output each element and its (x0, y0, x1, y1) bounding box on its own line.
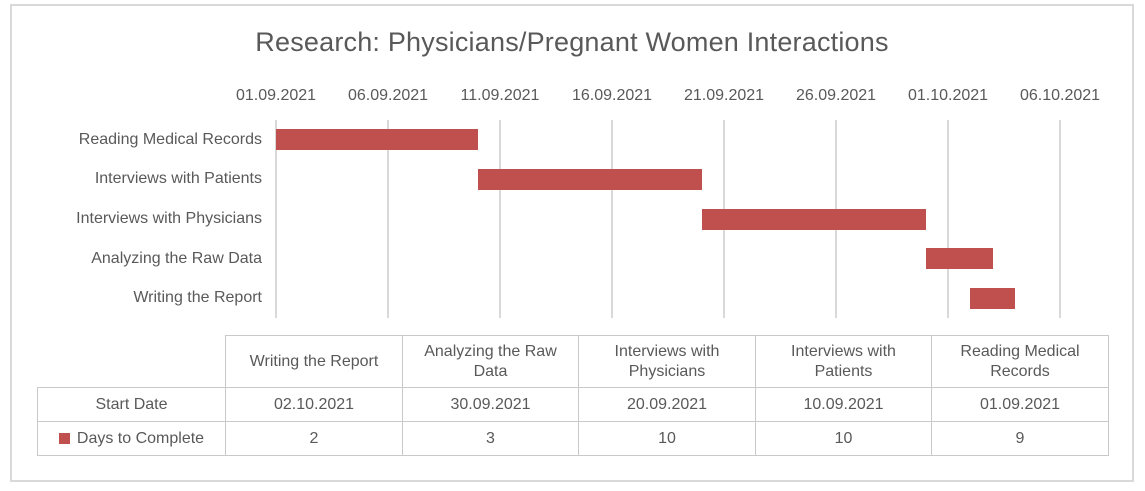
table-row-label: Days to Complete (37, 421, 226, 456)
table-cell: 3 (402, 421, 579, 456)
gridline (611, 120, 613, 318)
gridline (499, 120, 501, 318)
legend-key-icon (58, 432, 70, 444)
table-cell: 2 (225, 421, 403, 456)
table-cell: 10 (578, 421, 756, 456)
gridline (947, 120, 949, 318)
table-cell: 02.10.2021 (225, 387, 403, 422)
table-cell: 01.09.2021 (931, 387, 1109, 422)
table-cell: 9 (931, 421, 1109, 456)
gantt-bar (925, 248, 993, 270)
table-column-header: Writing the Report (225, 335, 403, 388)
gridline (387, 120, 389, 318)
x-axis-tick-label: 16.09.2021 (571, 87, 653, 104)
gantt-bar (276, 129, 478, 151)
category-label: Interviews with Physicians (76, 210, 262, 227)
gantt-bar (477, 168, 702, 190)
x-axis-tick-label: 01.09.2021 (235, 87, 317, 104)
table-column-header: Interviews with Physicians (578, 335, 756, 388)
x-axis-tick-label: 06.09.2021 (347, 87, 429, 104)
gantt-bar (701, 208, 926, 230)
table-cell: 20.09.2021 (578, 387, 756, 422)
gantt-bar (970, 287, 1016, 309)
category-label: Reading Medical Records (78, 130, 262, 148)
category-label: Writing the Report (133, 289, 262, 307)
x-axis-tick-label: 21.09.2021 (683, 87, 765, 104)
table-cell: 30.09.2021 (402, 387, 579, 422)
category-label: Interviews with Patients (94, 170, 262, 188)
table-cell: 10.09.2021 (755, 387, 932, 422)
x-axis-tick-label: 26.09.2021 (795, 87, 877, 104)
table-cell: 10 (755, 421, 932, 456)
gridline (1059, 120, 1061, 318)
x-axis-tick-label: 01.10.2021 (907, 87, 989, 104)
gridline (275, 120, 277, 318)
table-row-label: Start Date (37, 387, 226, 422)
table-row-label-text: Start Date (95, 395, 168, 413)
table-column-header: Analyzing the Raw Data (402, 335, 579, 388)
table-column-header: Reading Medical Records (931, 335, 1109, 388)
chart-title: Research: Physicians/Pregnant Women Inte… (255, 27, 889, 57)
category-label: Analyzing the Raw Data (91, 249, 262, 267)
x-axis-tick-label: 11.09.2021 (460, 87, 540, 104)
x-axis-tick-label: 06.10.2021 (1019, 87, 1101, 104)
table-row-label-text: Days to Complete (58, 429, 204, 449)
table-column-header: Interviews with Patients (755, 335, 932, 388)
